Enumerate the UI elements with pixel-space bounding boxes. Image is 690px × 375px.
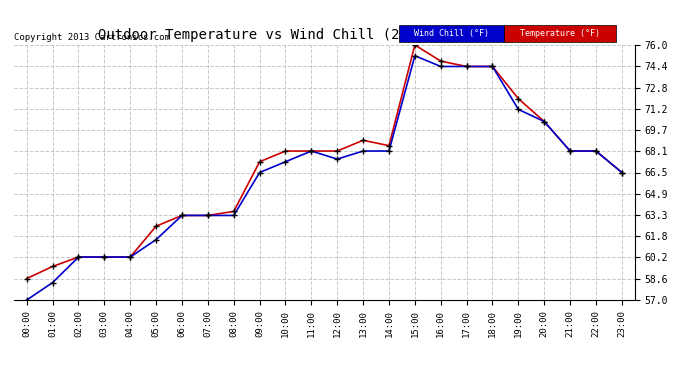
Text: Copyright 2013 Cartronics.com: Copyright 2013 Cartronics.com [14, 33, 170, 42]
Text: Temperature (°F): Temperature (°F) [520, 29, 600, 38]
FancyBboxPatch shape [399, 25, 504, 42]
Title: Outdoor Temperature vs Wind Chill (24 Hours)  20131003: Outdoor Temperature vs Wind Chill (24 Ho… [98, 28, 551, 42]
FancyBboxPatch shape [504, 25, 616, 42]
Text: Wind Chill (°F): Wind Chill (°F) [414, 29, 489, 38]
